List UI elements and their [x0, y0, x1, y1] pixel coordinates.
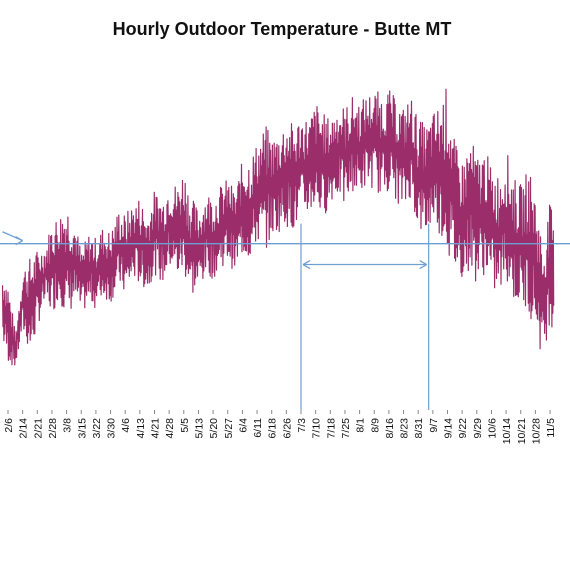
x-tick-label: 7/18	[325, 418, 337, 439]
x-tick-label: 6/4	[237, 418, 249, 433]
x-tick-label: 3/30	[106, 418, 118, 439]
x-tick-label: 10/21	[516, 418, 528, 444]
x-tick-label: 7/25	[340, 418, 352, 439]
x-tick-label: 9/14	[443, 418, 455, 439]
x-axis: 2/6 2/14 2/21 2/28 3/8 3/15 3/22 3/30 4/6 4/13 4/2…	[3, 410, 557, 444]
x-tick-label: 2/21	[32, 418, 44, 439]
x-tick-label: 2/14	[18, 418, 30, 439]
x-tick-label: 8/16	[384, 418, 396, 439]
temperature-series-line	[1, 88, 555, 366]
x-tick-label: 9/29	[472, 418, 484, 439]
x-tick-label: 4/6	[120, 418, 132, 433]
x-tick-label: 8/1	[355, 418, 367, 433]
arrow-head	[302, 259, 311, 270]
x-tick-label: 8/23	[399, 418, 411, 439]
x-tick-label: 8/9	[369, 418, 381, 433]
x-tick-label: 4/21	[150, 418, 162, 439]
x-tick-label: 3/8	[62, 418, 74, 433]
x-tick-label: 4/28	[164, 418, 176, 439]
x-tick-label: 7/3	[296, 418, 308, 433]
x-tick-label: 6/26	[281, 418, 293, 439]
x-tick-label: 5/13	[193, 418, 205, 439]
x-tick-label: 5/5	[179, 418, 191, 433]
x-tick-label: 5/20	[208, 418, 220, 439]
arrow-head	[15, 236, 23, 246]
x-tick-label: 5/27	[223, 418, 235, 439]
arrow-head	[419, 259, 427, 270]
x-tick-label: 9/22	[457, 418, 469, 439]
annotation-layer	[0, 223, 570, 410]
x-tick-label: 10/14	[501, 418, 513, 444]
x-tick-label: 3/15	[76, 418, 88, 439]
x-tick-label: 11/5	[545, 418, 557, 438]
x-tick-label: 10/6	[486, 418, 498, 439]
x-tick-label: 2/28	[47, 418, 59, 439]
x-tick-label: 2/6	[3, 418, 15, 433]
x-tick-label: 10/28	[530, 418, 542, 444]
series-layer	[1, 88, 555, 366]
x-tick-label: 3/22	[91, 418, 103, 439]
x-tick-label: 7/10	[311, 418, 323, 439]
x-tick-label: 9/7	[428, 418, 440, 433]
x-tick-label: 4/13	[135, 418, 147, 439]
chart-title: Hourly Outdoor Temperature - Butte MT	[113, 19, 452, 39]
x-tick-label: 6/11	[252, 418, 264, 438]
x-tick-label: 6/18	[267, 418, 279, 439]
x-tick-label: 8/31	[413, 418, 425, 439]
